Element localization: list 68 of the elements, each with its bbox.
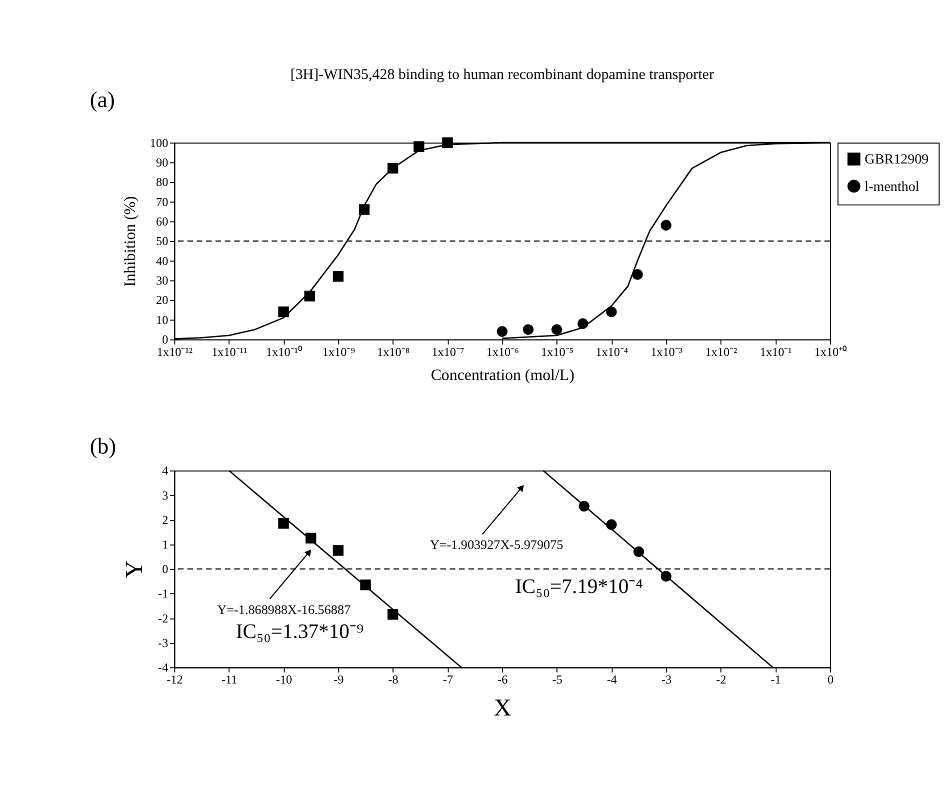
x-tick-label: -7	[442, 672, 454, 687]
x-tick-label: 1x10⁻⁹	[322, 344, 355, 359]
x-tick-label: 1x10⁻¹	[760, 344, 792, 359]
y-tick-label: -2	[158, 611, 168, 626]
point	[660, 570, 672, 582]
y-tick-label: 2	[162, 512, 168, 527]
y-tick-label: -4	[158, 660, 168, 674]
x-tick-label: 1x10⁻⁵	[540, 344, 574, 359]
x-tick-label: 1x10⁻¹⁰	[266, 344, 303, 359]
x-tick-label: -8	[388, 672, 398, 687]
x-tick-label: -2	[716, 672, 726, 687]
y-tick-label: 30	[156, 274, 168, 288]
x-tick-label: 1x10⁻¹²	[156, 344, 193, 359]
text: (b)	[90, 434, 116, 459]
y-tick-label: 0	[162, 332, 168, 347]
y-tick-label: 60	[156, 214, 168, 229]
y-tick-label: -3	[158, 636, 168, 650]
text: (a)	[90, 87, 115, 112]
y-tick-label: 4	[162, 464, 168, 478]
point	[306, 532, 316, 544]
x-tick-label: 1x10⁻³	[650, 344, 683, 359]
y-tick-label: 80	[156, 175, 168, 190]
annotation: Y=-1.903927X-5.979075	[430, 537, 564, 552]
y-tick-label: 3	[162, 488, 168, 502]
chart-title: [3H]-WIN35,428 binding to human recombinant dopamine transporter	[290, 66, 714, 83]
x-tick-label: 1x10⁻⁶	[486, 344, 519, 359]
y-tick-label: -1	[158, 586, 168, 601]
y-tick-label: 1	[162, 538, 168, 552]
y-axis-title: Y	[121, 560, 148, 578]
y-tick-label: 20	[156, 293, 168, 308]
x-tick-label: -3	[661, 672, 672, 687]
x-tick-label: -5	[552, 672, 562, 687]
x-tick-label: -6	[498, 672, 508, 687]
annotation: IC₅₀=7.19*10⁻⁴	[515, 576, 643, 598]
point	[388, 609, 398, 620]
point	[578, 500, 590, 512]
x-tick-label: -1	[770, 672, 781, 687]
point	[360, 580, 371, 590]
x-tick-label: 0	[827, 672, 834, 687]
x-axis-title: X	[494, 694, 512, 722]
annotation: IC₅₀=1.37*10⁻⁹	[236, 621, 364, 644]
y-tick-label: 50	[156, 234, 168, 248]
x-tick-label: 1x10⁻²	[705, 344, 738, 359]
x-tick-label: -9	[334, 672, 344, 687]
legend-label: l-menthol	[864, 178, 920, 195]
x-tick-label: 1x10⁻⁸	[377, 344, 410, 359]
x-tick-label: 1x10⁺⁰	[814, 344, 848, 359]
point	[633, 546, 644, 558]
y-tick-label: 40	[156, 254, 168, 268]
y-tick-label: 10	[156, 312, 168, 327]
x-tick-label: -10	[276, 672, 292, 687]
x-tick-label: 1x10⁻⁴	[596, 344, 628, 359]
x-tick-label: 1x10⁻⁷	[432, 344, 464, 359]
x-tick-label: -12	[166, 672, 183, 687]
x-axis-title: Concentration (mol/L)	[430, 367, 574, 384]
point	[606, 519, 617, 530]
y-axis-title: Inhibition (%)	[122, 196, 139, 287]
point	[332, 545, 344, 556]
y-tick-label: 0	[162, 562, 168, 576]
x-tick-label: -11	[221, 672, 238, 687]
y-tick-label: 90	[156, 156, 168, 170]
y-tick-label: 70	[156, 194, 168, 209]
legend-label: GBR12909	[864, 152, 929, 168]
x-tick-label: -4	[606, 672, 617, 687]
point	[278, 518, 289, 529]
y-tick-label: 100	[150, 136, 168, 150]
annotation: Y=-1.868988X-16.56887	[217, 602, 351, 617]
x-tick-label: 1x10⁻¹¹	[212, 344, 248, 359]
